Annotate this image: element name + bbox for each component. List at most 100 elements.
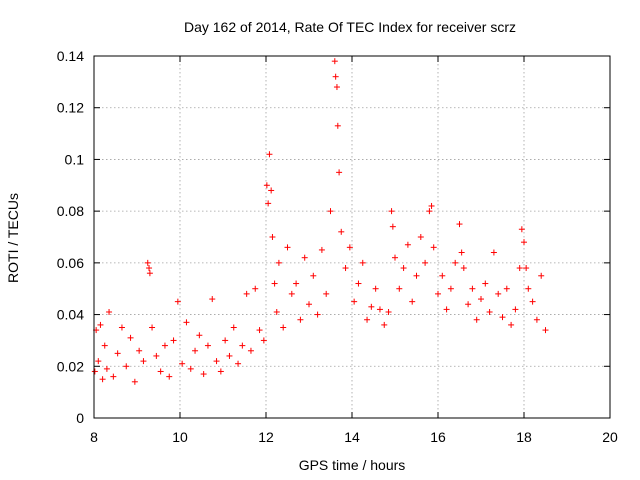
data-point-0-79 [372, 285, 379, 292]
data-point-0-103 [460, 265, 467, 272]
y-tick-label-5: 0.1 [65, 151, 85, 167]
data-point-0-87 [400, 265, 407, 272]
data-point-0-24 [170, 337, 177, 344]
data-point-0-39 [235, 360, 242, 367]
x-tick-label-3: 14 [344, 429, 360, 445]
data-point-0-50 [269, 234, 276, 240]
data-point-0-77 [364, 316, 371, 323]
data-point-0-60 [306, 301, 312, 308]
data-point-0-93 [426, 208, 433, 215]
x-tick-label-4: 16 [430, 429, 446, 445]
axis-ticks: 8 10 12 14 16 18 20 0 0.02 0.04 0.06 0.08 0.1 0.12 0.1… [57, 48, 618, 445]
data-point-0-64 [323, 290, 330, 297]
data-point-0-115 [512, 306, 519, 313]
y-tick-label-6: 0.12 [57, 100, 84, 116]
data-point-0-16 [144, 259, 151, 266]
data-point-0-3 [97, 321, 104, 328]
data-point-0-123 [538, 272, 545, 279]
data-point-0-95 [430, 244, 437, 251]
data-point-0-58 [297, 316, 304, 323]
data-point-0-31 [200, 371, 207, 378]
data-point-0-74 [351, 298, 358, 305]
data-point-0-97 [439, 272, 446, 279]
data-point-0-56 [288, 290, 295, 297]
data-point-0-18 [146, 270, 153, 277]
data-point-0-119 [523, 265, 530, 272]
data-point-0-9 [114, 350, 121, 357]
data-point-0-100 [452, 259, 459, 266]
data-point-0-104 [465, 301, 472, 308]
grid [94, 56, 610, 418]
data-point-0-28 [187, 365, 194, 372]
data-point-0-116 [516, 265, 523, 272]
data-point-0-76 [359, 259, 366, 266]
data-point-0-15 [140, 358, 147, 365]
data-point-0-110 [490, 249, 497, 256]
data-point-0-80 [376, 306, 383, 313]
data-point-0-83 [388, 208, 395, 215]
y-tick-label-4: 0.08 [57, 203, 84, 219]
data-point-0-81 [381, 321, 388, 328]
x-axis-label: GPS time / hours [299, 457, 406, 473]
y-tick-label-1: 0.02 [57, 358, 84, 374]
data-point-0-118 [521, 239, 527, 246]
data-point-0-12 [127, 334, 134, 341]
y-tick-label-0: 0 [76, 410, 84, 426]
data-point-0-106 [473, 316, 480, 323]
data-point-0-36 [222, 337, 229, 344]
data-point-0-111 [495, 290, 502, 297]
data-point-0-30 [196, 332, 203, 339]
data-point-0-124 [542, 327, 549, 334]
data-point-0-112 [499, 314, 506, 321]
data-point-0-7 [106, 308, 113, 315]
data-points [91, 58, 549, 385]
data-point-0-108 [482, 280, 489, 287]
data-point-0-17 [146, 265, 153, 272]
data-point-0-88 [404, 241, 411, 248]
data-point-0-120 [525, 285, 532, 292]
data-point-0-32 [204, 342, 211, 349]
data-point-0-43 [252, 285, 259, 292]
data-point-0-109 [486, 308, 493, 315]
data-point-0-101 [456, 221, 463, 228]
data-point-0-70 [336, 169, 343, 176]
data-point-0-72 [342, 265, 349, 272]
data-point-0-86 [396, 285, 403, 292]
data-point-0-29 [192, 347, 199, 354]
data-point-0-21 [157, 368, 164, 375]
data-point-0-92 [422, 259, 429, 266]
y-axis-label: ROTI / TECUs [5, 193, 21, 283]
y-tick-label-2: 0.04 [57, 307, 84, 323]
data-point-0-20 [153, 352, 160, 359]
data-point-0-26 [179, 360, 186, 367]
data-point-0-68 [333, 84, 340, 91]
x-tick-label-5: 18 [516, 429, 532, 445]
data-point-0-59 [301, 254, 308, 261]
data-point-0-41 [243, 290, 250, 297]
data-point-0-23 [166, 373, 173, 380]
data-point-0-48 [266, 151, 273, 158]
data-point-0-4 [99, 376, 106, 383]
data-point-0-34 [213, 358, 220, 365]
data-point-0-35 [217, 368, 224, 375]
data-point-0-122 [533, 316, 540, 323]
data-point-0-78 [368, 303, 375, 310]
data-point-0-96 [435, 290, 441, 297]
data-point-0-5 [101, 342, 108, 349]
data-point-0-10 [118, 324, 125, 331]
data-point-0-19 [149, 324, 156, 331]
data-point-0-14 [136, 347, 143, 354]
data-point-0-105 [469, 285, 476, 292]
data-point-0-71 [338, 228, 345, 235]
data-point-0-13 [131, 378, 138, 385]
data-point-0-0 [91, 368, 98, 375]
data-point-0-73 [346, 244, 353, 251]
data-point-0-11 [123, 363, 130, 370]
data-point-0-67 [332, 73, 339, 80]
data-point-0-53 [275, 259, 282, 266]
data-point-0-49 [268, 187, 275, 194]
plot-frame [93, 55, 611, 419]
data-point-0-33 [209, 296, 216, 303]
chart-title: Day 162 of 2014, Rate Of TEC Index for r… [184, 19, 516, 35]
